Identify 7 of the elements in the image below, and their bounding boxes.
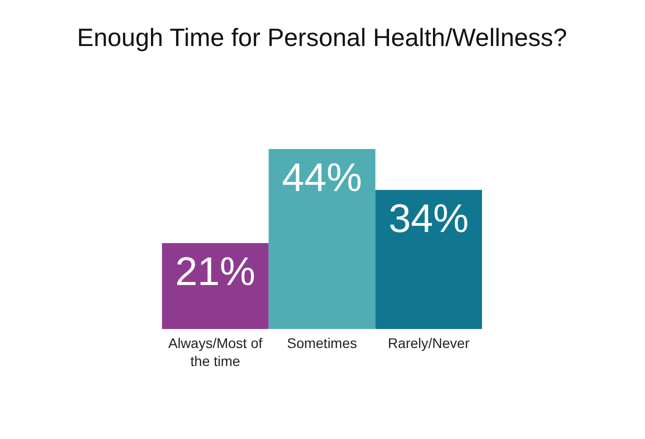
data-label: 44% (282, 156, 362, 200)
data-label: 21% (175, 250, 256, 294)
chart-title: Enough Time for Personal Health/Wellness? (76, 24, 568, 52)
data-label: 34% (388, 196, 469, 241)
x-tick-label: Rarely/Never (388, 335, 470, 351)
x-tick-label: Sometimes (286, 335, 358, 351)
x-tick-label: Always/Most of the time (168, 335, 263, 369)
